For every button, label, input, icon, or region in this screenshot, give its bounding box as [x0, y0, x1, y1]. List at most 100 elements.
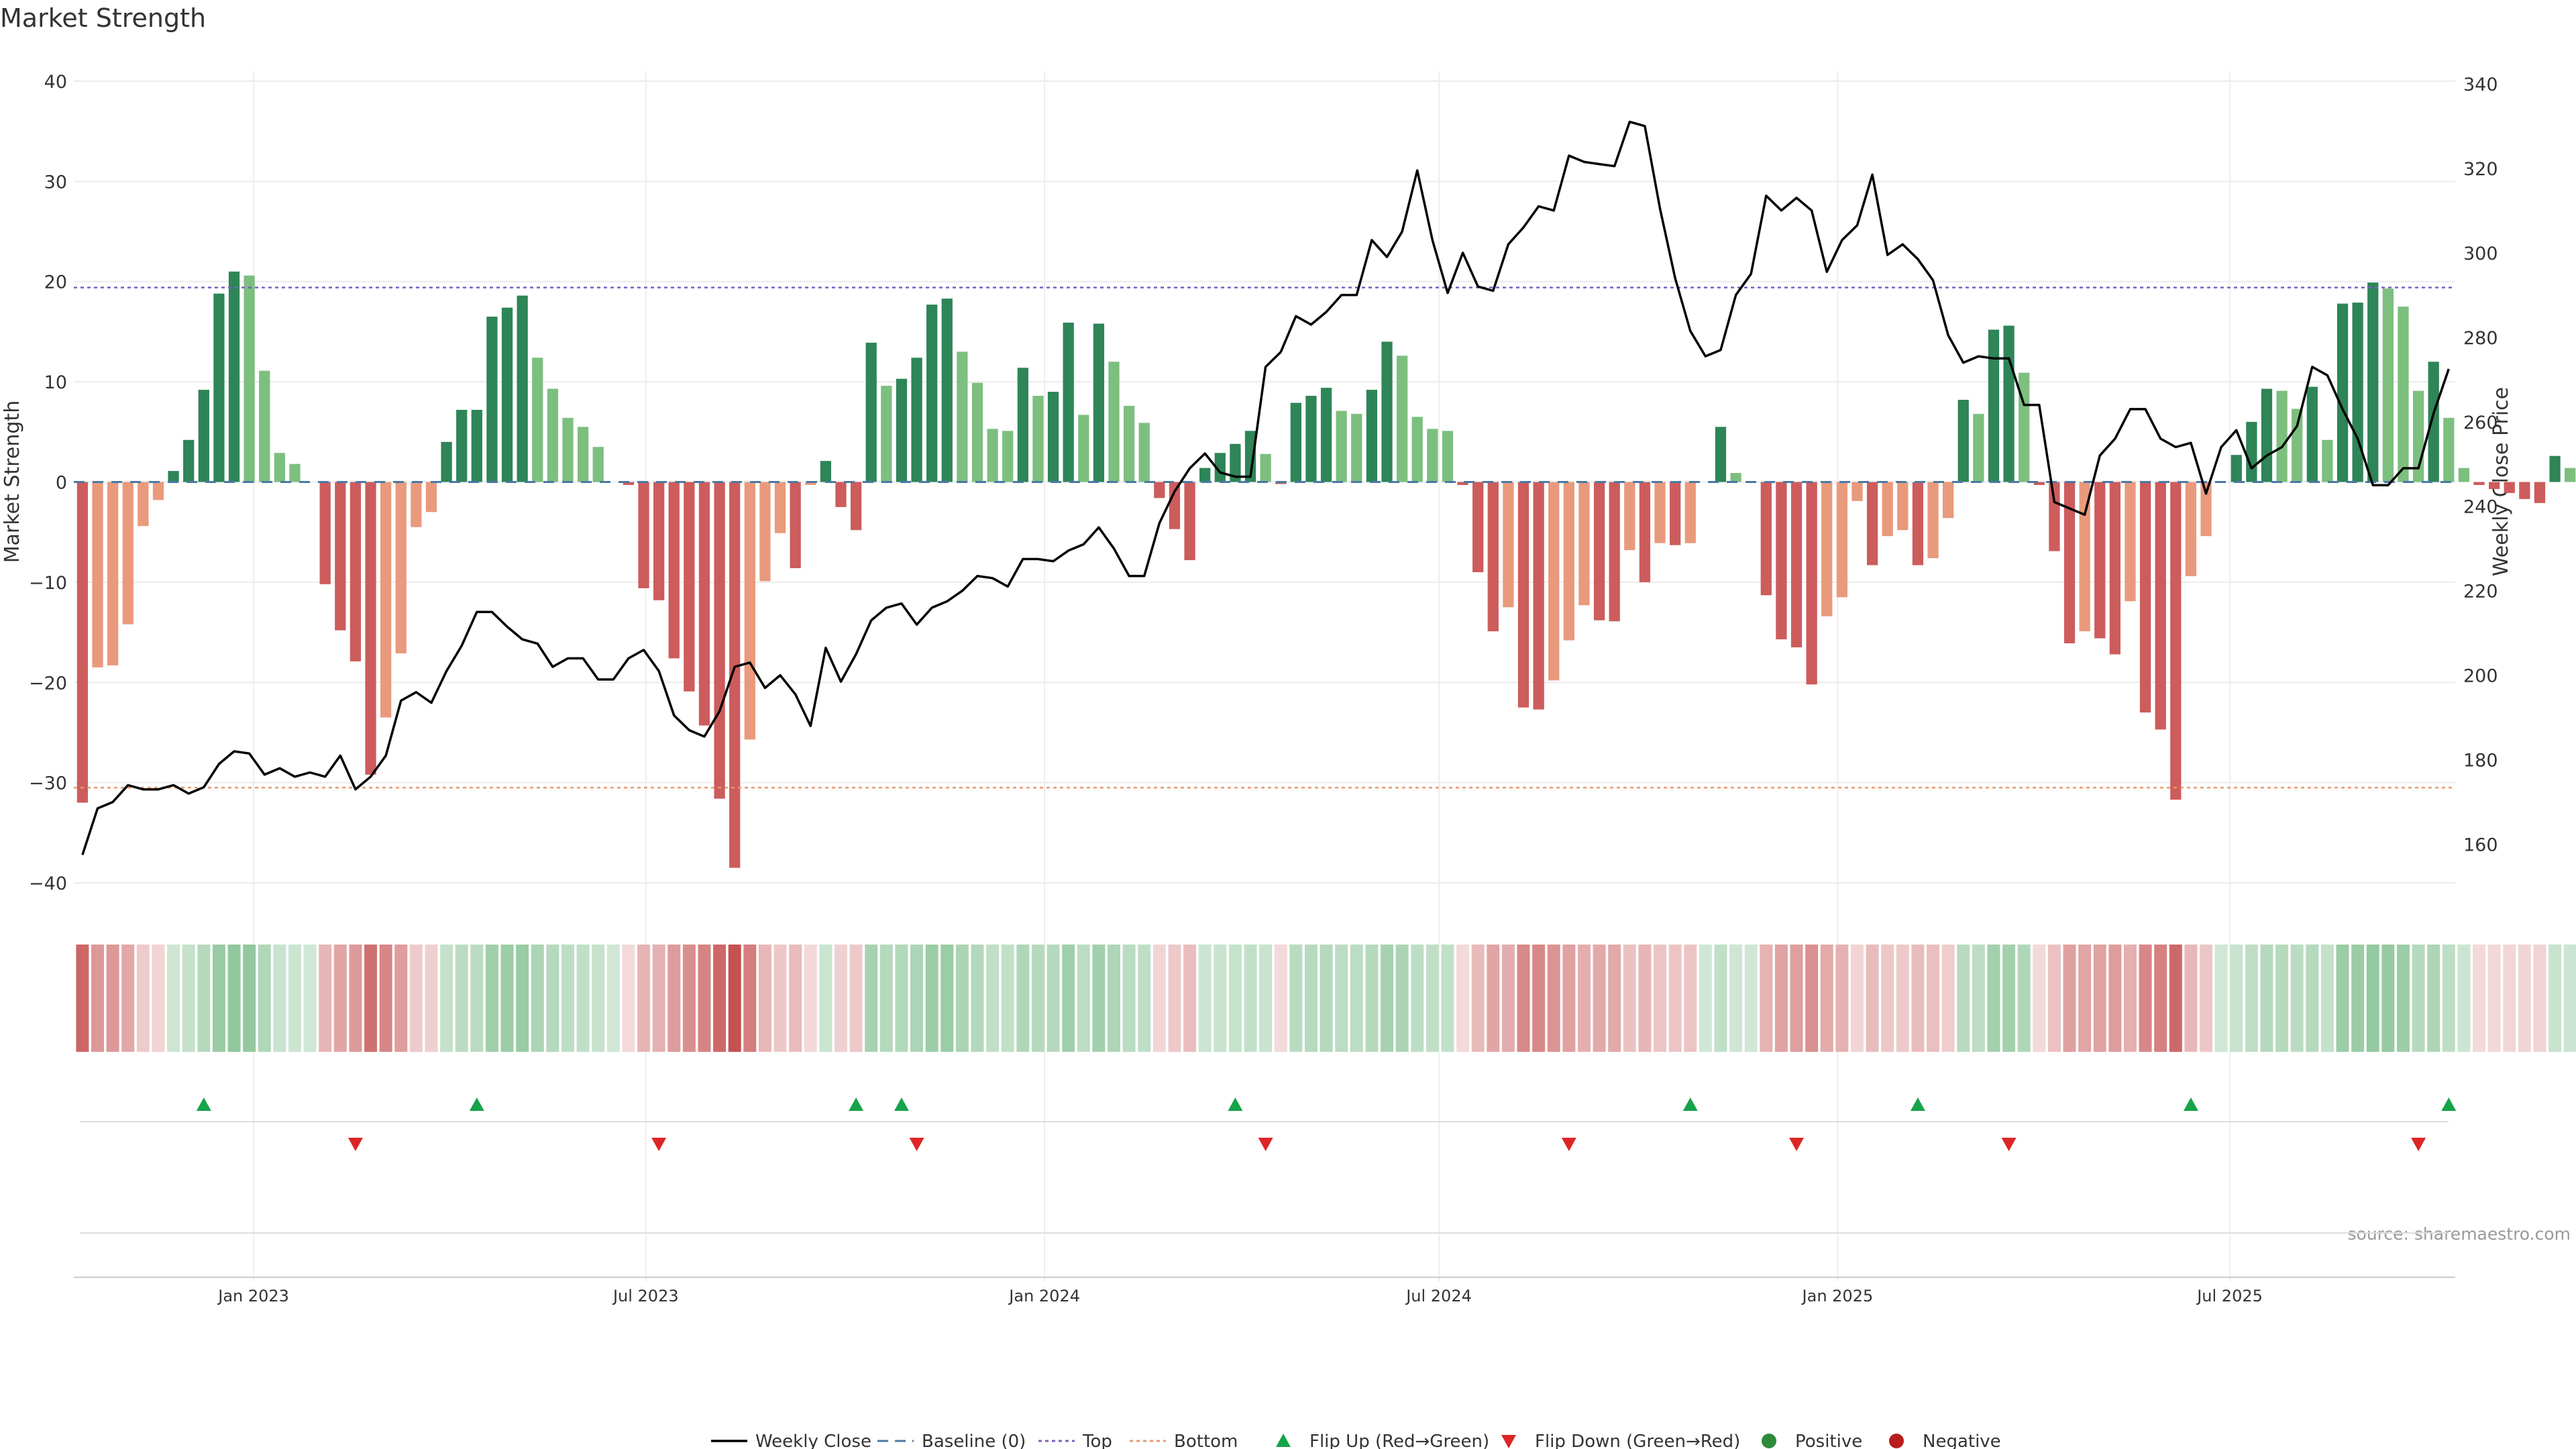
- strength-bar: [152, 482, 164, 500]
- state-cell: [2002, 945, 2016, 1052]
- strength-bar: [1866, 482, 1878, 566]
- legend-swatch-flip-down: [1501, 1435, 1516, 1448]
- strength-bar: [1684, 482, 1696, 543]
- state-cell: [2047, 945, 2061, 1052]
- strength-bar: [1609, 482, 1620, 622]
- state-cell: [500, 945, 514, 1052]
- y2-tick-label: 220: [2463, 582, 2498, 602]
- strength-bar: [319, 482, 331, 584]
- strength-bar: [971, 382, 983, 482]
- state-cell: [652, 945, 665, 1052]
- y-tick-label: 0: [56, 473, 67, 494]
- strength-bar: [395, 482, 407, 653]
- source-note: source: sharemaestro.com: [2348, 1224, 2571, 1244]
- strength-bar: [2473, 482, 2485, 485]
- strength-bar: [1957, 400, 1969, 482]
- y-axis-ticks: −40 −30 −20 −10 0 10 20 30 40: [29, 72, 67, 894]
- state-cell: [2320, 945, 2334, 1052]
- x-axis-ticks: Jan 2023 Jul 2023 Jan 2024 Jul 2024 Jan 2025…: [217, 1287, 2263, 1305]
- state-cell: [319, 945, 332, 1052]
- strength-bar: [1882, 482, 1893, 537]
- state-cell: [152, 945, 165, 1052]
- strength-bar: [1988, 329, 2000, 482]
- state-cell: [1046, 945, 1060, 1052]
- x-tick-label: Jul 2025: [2196, 1287, 2263, 1305]
- state-cell: [1896, 945, 1909, 1052]
- state-cell: [1577, 945, 1591, 1052]
- state-cell: [758, 945, 771, 1052]
- state-cell: [2548, 945, 2562, 1052]
- state-cell: [197, 945, 211, 1052]
- strength-bar: [501, 307, 513, 482]
- state-cell: [2214, 945, 2228, 1052]
- strength-bar: [2109, 482, 2121, 655]
- state-cell: [2533, 945, 2546, 1052]
- y-tick-label: −20: [29, 673, 67, 694]
- strength-bar: [577, 427, 589, 482]
- state-cell: [849, 945, 863, 1052]
- legend-label: Positive: [1795, 1432, 1862, 1449]
- state-cell: [1138, 945, 1151, 1052]
- strength-bar: [1230, 443, 1241, 482]
- strength-bar: [1351, 413, 1362, 482]
- state-cell: [819, 945, 833, 1052]
- state-cell: [91, 945, 105, 1052]
- flip-up-marker: [1228, 1097, 1243, 1111]
- strength-bar: [562, 417, 574, 482]
- state-cell: [2487, 945, 2501, 1052]
- strength-bar: [1199, 468, 1211, 482]
- x-tick-label: Jul 2023: [612, 1287, 679, 1305]
- state-cell: [167, 945, 180, 1052]
- state-cell: [1062, 945, 1075, 1052]
- strength-bar: [138, 482, 149, 527]
- strength-bar: [2261, 388, 2273, 482]
- state-cell: [136, 945, 150, 1052]
- strength-bar: [1912, 482, 1924, 566]
- state-cell: [941, 945, 954, 1052]
- state-cell: [1274, 945, 1287, 1052]
- strength-bar: [1942, 482, 1954, 519]
- state-cell: [1001, 945, 1014, 1052]
- strength-bar: [865, 342, 877, 482]
- state-cell: [425, 945, 438, 1052]
- strength-bar: [2003, 325, 2015, 482]
- legend-label: Flip Down (Green→Red): [1535, 1432, 1740, 1449]
- strength-bar: [1563, 482, 1574, 641]
- y2-tick-label: 260: [2463, 413, 2498, 433]
- state-cell: [182, 945, 195, 1052]
- state-cell: [2123, 945, 2137, 1052]
- state-cell: [2306, 945, 2319, 1052]
- strength-bar: [653, 482, 665, 600]
- y-tick-label: −10: [29, 573, 67, 594]
- y-axis-label: Market Strength: [1, 400, 24, 563]
- state-cell: [2063, 945, 2076, 1052]
- state-cell: [2184, 945, 2198, 1052]
- strength-bar: [1457, 482, 1468, 485]
- state-cell: [1593, 945, 1606, 1052]
- flip-up-marker: [2441, 1097, 2457, 1111]
- strength-bar: [668, 482, 680, 659]
- strength-bar: [411, 482, 422, 527]
- state-cell: [2442, 945, 2455, 1052]
- strength-bar: [2489, 482, 2500, 489]
- state-cell: [1987, 945, 2000, 1052]
- state-cell: [576, 945, 590, 1052]
- state-cell: [1335, 945, 1348, 1052]
- strength-bar: [456, 409, 468, 482]
- state-cell: [2200, 945, 2213, 1052]
- y-tick-label: −40: [29, 873, 67, 894]
- strength-bar: [1169, 482, 1181, 529]
- strength-bar: [213, 293, 225, 482]
- state-cell: [1927, 945, 1940, 1052]
- strength-bar: [2534, 482, 2546, 503]
- state-cell: [2381, 945, 2395, 1052]
- state-cell: [789, 945, 802, 1052]
- strength-bar: [1108, 362, 1120, 482]
- strength-bar: [1032, 396, 1044, 482]
- flip-down-marker: [347, 1138, 363, 1151]
- state-cell: [1381, 945, 1394, 1052]
- state-cell: [1108, 945, 1120, 1052]
- state-cell: [1714, 945, 1727, 1052]
- y2-axis-ticks: 160 180 200 220 240 260 280 300 320 340: [2463, 74, 2498, 856]
- strength-bar: [2458, 468, 2470, 482]
